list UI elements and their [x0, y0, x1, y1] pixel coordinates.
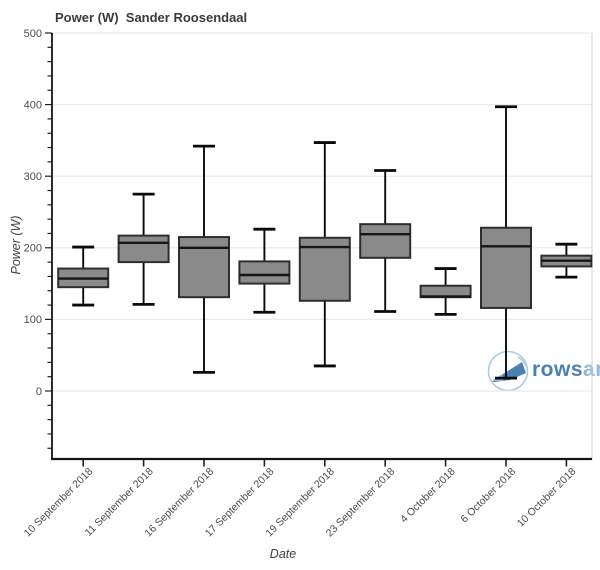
y-tick-label: 100 — [24, 314, 42, 326]
box-plot-17-september-2018 — [238, 227, 291, 314]
box-plot-16-september-2018 — [178, 144, 230, 374]
box-plot-19-september-2018 — [298, 141, 351, 368]
chart-title: Power (W) Sander Roosendaal — [55, 10, 248, 25]
x-axis-title: Date — [269, 547, 297, 561]
x-tick-label: 10 October 2018 — [515, 466, 579, 530]
y-gridlines — [52, 32, 592, 392]
y-tick-label: 400 — [24, 99, 42, 111]
box-plot-6-october-2018 — [480, 105, 532, 380]
y-axis-ticks — [45, 32, 52, 449]
box-plot-4-october-2018 — [419, 267, 472, 316]
x-tick-label: 23 September 2018 — [324, 466, 398, 540]
box-plot-23-september-2018 — [359, 169, 412, 313]
watermark-text-primary: rows — [532, 358, 584, 381]
y-tick-label: 500 — [24, 28, 42, 40]
y-tick-labels: 0 100 200 300 400 500 — [24, 28, 42, 398]
box-plot-11-september-2018 — [117, 192, 170, 306]
y-tick-label: 200 — [24, 243, 42, 255]
x-tick-label: 6 October 2018 — [458, 466, 518, 526]
box-plot-10-october-2018 — [540, 242, 593, 279]
box-plot-10-september-2018 — [57, 245, 110, 307]
y-tick-label: 300 — [24, 171, 42, 183]
x-axis-ticks — [82, 460, 568, 467]
y-tick-label: 0 — [36, 386, 42, 398]
x-tick-label: 4 October 2018 — [398, 466, 458, 526]
